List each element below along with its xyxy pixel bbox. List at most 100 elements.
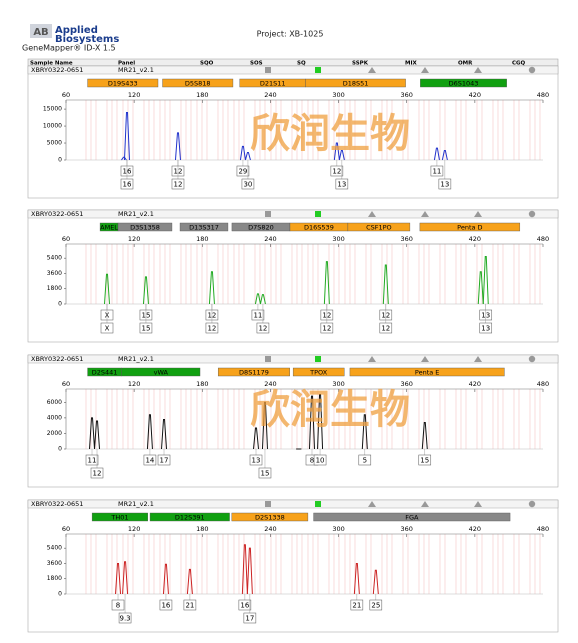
sample-name: XBRY0322-0651 [31, 500, 83, 508]
qc-icon [474, 356, 482, 362]
column-header: SOS [250, 61, 263, 67]
allele-label: 30 [243, 181, 252, 189]
x-tick-label: 120 [128, 380, 140, 388]
allele-box [139, 322, 153, 334]
marker-label: D3S1358 [130, 224, 160, 232]
y-tick-label: 6000 [47, 399, 62, 406]
x-tick-label: 360 [401, 91, 413, 99]
marker-label: TPOX [309, 369, 328, 377]
x-tick-label: 420 [469, 525, 481, 533]
allele-box [479, 322, 493, 334]
marker-box [121, 367, 201, 377]
peak [89, 417, 96, 450]
peak [146, 414, 153, 450]
y-tick-label: 0 [58, 157, 62, 164]
peak [259, 294, 266, 305]
marker-box [162, 78, 234, 88]
x-tick-label: 360 [401, 380, 413, 388]
marker-box [91, 512, 148, 522]
allele-label: 8 [116, 602, 120, 610]
qc-icon [265, 356, 271, 362]
allele-box [258, 467, 272, 479]
y-tick-label: 2000 [47, 430, 62, 437]
panel-title-bar [27, 209, 559, 219]
marker-box [149, 512, 230, 522]
peak [244, 152, 251, 161]
allele-label: 12 [322, 325, 331, 333]
peak [308, 395, 315, 450]
panel-title-bar [27, 354, 559, 364]
peak [433, 147, 440, 161]
marker-label: Penta D [457, 224, 482, 232]
allele-label: X [105, 325, 110, 333]
allele-label: 29 [238, 168, 247, 176]
y-tick-label: 1800 [47, 575, 62, 582]
allele-box [335, 178, 349, 190]
marker-box [419, 222, 521, 232]
x-tick-label: 240 [264, 91, 276, 99]
peak [142, 276, 149, 305]
allele-box [183, 599, 197, 611]
allele-label: 12 [258, 325, 267, 333]
allele-box [350, 599, 364, 611]
peak [482, 255, 489, 305]
qc-icon [528, 66, 536, 74]
qc-icon [315, 67, 321, 73]
allele-label: 16 [123, 168, 132, 176]
allele-box [251, 309, 265, 321]
allele-label: 17 [245, 615, 254, 623]
software-name: GeneMapper® ID-X 1.5 [22, 44, 116, 53]
x-tick-label: 240 [264, 525, 276, 533]
allele-box [320, 322, 334, 334]
panel-name: MR21_v2.1 [118, 355, 154, 363]
y-tick-label: 5000 [47, 140, 62, 147]
allele-label: 9.3 [119, 615, 130, 623]
marker-label: AMEL [100, 224, 118, 232]
column-header: SQ [297, 61, 306, 67]
peak [441, 149, 448, 161]
logo-text: Biosystems [55, 34, 119, 45]
logo-text: Applied [55, 25, 98, 36]
allele-box [205, 322, 219, 334]
allele-box [90, 467, 104, 479]
x-tick-label: 120 [128, 525, 140, 533]
column-header-row [27, 58, 559, 67]
qc-icon [528, 355, 536, 363]
allele-label: 12 [93, 470, 102, 478]
x-tick-label: 120 [128, 91, 140, 99]
marker-box [347, 222, 411, 232]
marker-label: D6S1043 [449, 80, 479, 88]
allele-label: 8 [310, 457, 314, 465]
allele-label: 21 [185, 602, 194, 610]
peak [161, 418, 168, 450]
y-tick-label: 5400 [47, 545, 62, 552]
peak [115, 562, 122, 595]
logo-box [30, 24, 52, 38]
allele-box [249, 454, 263, 466]
marker-label: D12S391 [175, 514, 205, 522]
peak [338, 149, 345, 161]
column-header: OMR [458, 61, 473, 67]
x-tick-label: 360 [401, 525, 413, 533]
x-tick-label: 60 [62, 525, 70, 533]
column-header: Sample Name [30, 61, 73, 67]
allele-label: 15 [141, 325, 150, 333]
peak [382, 264, 389, 305]
peak [372, 569, 379, 595]
peak [94, 420, 101, 450]
sample-name: XBRY0322-0651 [31, 210, 83, 218]
sample-name: XBRY0322-0651 [31, 355, 83, 363]
y-tick-label: 15000 [43, 106, 62, 113]
x-tick-label: 420 [469, 380, 481, 388]
peak [261, 401, 268, 450]
marker-box [305, 78, 406, 88]
column-header: SQO [200, 61, 214, 67]
marker-label: TH01 [110, 514, 128, 522]
marker-label: D18S51 [343, 80, 369, 88]
watermark: 欣润生物 [250, 387, 410, 433]
allele-box [100, 322, 114, 334]
qc-icon [474, 501, 482, 507]
marker-box [349, 367, 505, 377]
